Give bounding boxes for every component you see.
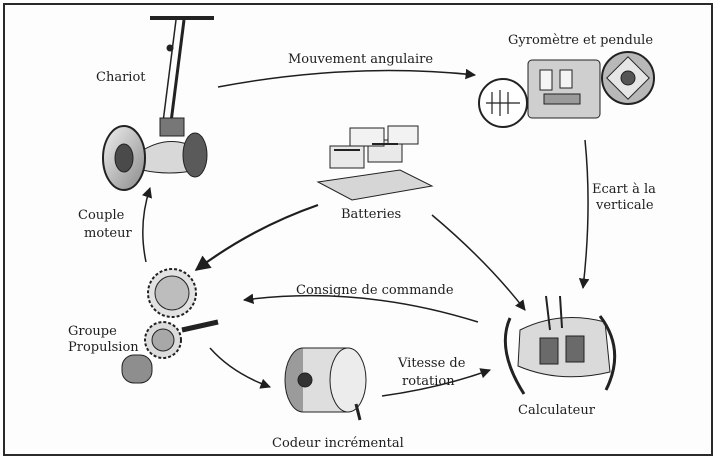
calculator-illustration bbox=[503, 295, 617, 395]
node-label-groupe-2: Propulsion bbox=[68, 340, 139, 355]
arrow-ecart bbox=[578, 139, 590, 290]
node-label-batteries: Batteries bbox=[341, 207, 402, 222]
gyro-illustration bbox=[478, 51, 655, 128]
chariot-illustration bbox=[102, 16, 214, 191]
edge-label-consigne: Consigne de commande bbox=[296, 283, 454, 298]
propulsion-illustration bbox=[121, 268, 219, 384]
arrows bbox=[142, 68, 590, 397]
arrow-groupe-codeur bbox=[209, 347, 271, 389]
arrow-couple bbox=[142, 187, 152, 263]
batteries-illustration bbox=[316, 125, 434, 201]
arrow-batteries-groupe bbox=[194, 203, 319, 271]
edge-label-couple-2: moteur bbox=[84, 226, 132, 241]
edge-label-ecart-1: Ecart à la bbox=[592, 182, 656, 197]
node-label-codeur: Codeur incrémental bbox=[272, 436, 404, 451]
edge-label-mouvement: Mouvement angulaire bbox=[288, 52, 434, 67]
arrow-mouvement bbox=[217, 68, 477, 88]
node-label-calculateur: Calculateur bbox=[518, 403, 595, 418]
edge-label-couple-1: Couple bbox=[78, 208, 125, 223]
node-label-gyro: Gyromètre et pendule bbox=[508, 33, 654, 48]
node-label-groupe-1: Groupe bbox=[68, 324, 117, 339]
arrow-vitesse bbox=[381, 368, 491, 397]
arrow-batteries-calculateur bbox=[431, 214, 526, 311]
edge-label-ecart-2: verticale bbox=[596, 198, 654, 213]
encoder-illustration bbox=[284, 347, 367, 421]
node-label-chariot: Chariot bbox=[96, 70, 146, 85]
edge-label-vitesse-2: rotation bbox=[402, 374, 455, 389]
arrow-consigne bbox=[242, 293, 479, 323]
edge-label-vitesse-1: Vitesse de bbox=[398, 356, 466, 371]
